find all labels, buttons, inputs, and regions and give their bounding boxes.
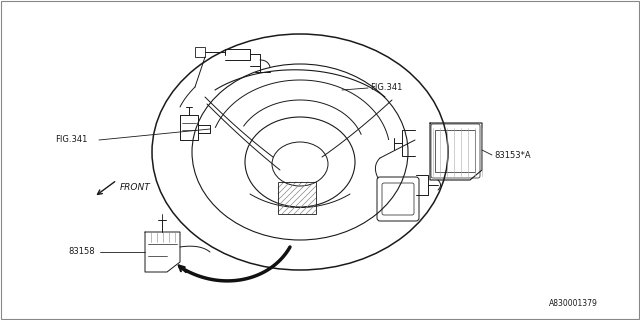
Text: FIG.341: FIG.341 <box>55 135 88 145</box>
Text: 83158: 83158 <box>68 247 95 257</box>
Bar <box>278 182 316 214</box>
Text: FRONT: FRONT <box>120 182 151 191</box>
Text: FIG.341: FIG.341 <box>370 84 403 92</box>
Text: 83153*A: 83153*A <box>494 150 531 159</box>
Text: A830001379: A830001379 <box>549 299 598 308</box>
Bar <box>195 47 205 57</box>
Bar <box>435 130 475 172</box>
